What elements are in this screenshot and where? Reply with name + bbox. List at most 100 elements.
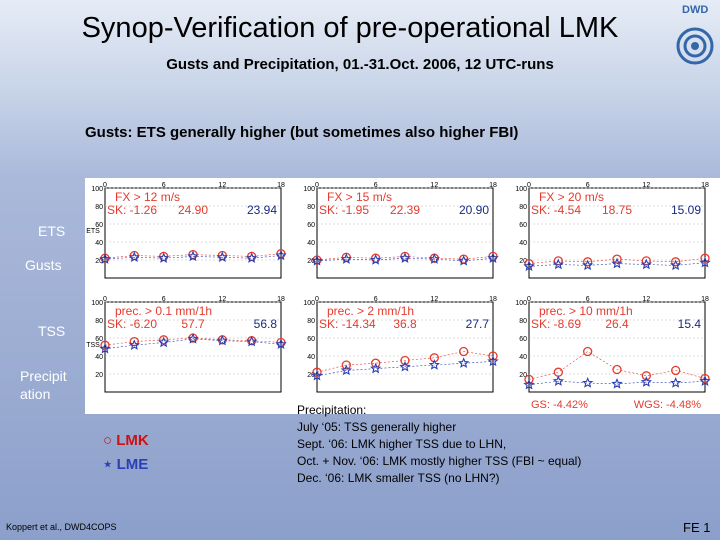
point-lme (399, 252, 411, 263)
point-lme (487, 355, 499, 367)
x-tick-label: 6 (586, 182, 590, 189)
panel-skill: SK: -4.54 (531, 203, 581, 217)
point-lmk (100, 340, 110, 350)
point-lmk (583, 346, 593, 357)
chart-panel: 100 80 60 40 20 0 6 12 18 FX > 20 m/sSK: -4.54 18.… (509, 180, 717, 294)
x-tick-label: 0 (315, 296, 319, 303)
point-lme (399, 360, 411, 372)
y-tick-label: 20 (95, 258, 103, 265)
legend-lmk: ○ LMK (103, 432, 149, 449)
headline-band (0, 86, 720, 178)
series-lmk-line (104, 253, 282, 259)
point-lme (311, 254, 323, 266)
x-tick-label: 0 (103, 296, 107, 303)
y-tick-label: 60 (95, 336, 103, 343)
y-tick-label: 80 (519, 318, 527, 325)
notes-line: Oct. + Nov. ‘06: LMK mostly higher TSS (… (297, 454, 582, 468)
point-lme (458, 357, 470, 368)
x-tick-label: 12 (218, 296, 226, 303)
x-tick-label: 18 (277, 296, 285, 303)
point-lme (552, 375, 564, 386)
point-lme (128, 251, 140, 263)
panel-value-lme: 15.4 (678, 317, 702, 331)
panel-value-lmk: 24.90 (178, 203, 208, 217)
series-lmk-line (316, 256, 494, 261)
series-lmk-line (316, 351, 494, 373)
point-lmk (400, 355, 410, 366)
y-tick-label: 60 (307, 222, 315, 229)
point-lme (275, 338, 287, 350)
logo-text: DWD (682, 4, 709, 16)
y-axis-label: ETS (86, 228, 100, 235)
y-tick-label: 20 (519, 258, 527, 265)
x-tick-label: 0 (527, 182, 531, 189)
series-lme-line (316, 257, 494, 262)
point-lme (640, 376, 652, 387)
point-lmk (524, 374, 534, 385)
panel-title: prec. > 10 mm/1h (539, 304, 633, 318)
panel-value-lmk: 26.4 (605, 317, 629, 331)
point-lmk (641, 256, 651, 266)
x-tick-label: 12 (430, 182, 438, 189)
chart-panel-bg (85, 294, 293, 408)
headline: Gusts: ETS generally higher (but sometim… (85, 124, 519, 141)
point-lmk (700, 373, 710, 384)
panel-value-lmk: 57.7 (181, 317, 205, 331)
legend-lme-label: LME (116, 456, 149, 473)
chart-panel-bg (297, 294, 505, 408)
point-lme (99, 342, 111, 354)
point-lme (552, 258, 564, 270)
point-lmk (488, 351, 498, 361)
point-lme (487, 252, 499, 263)
panel-title: FX > 20 m/s (539, 190, 604, 204)
panel-title: FX > 12 m/s (115, 190, 180, 204)
point-lme (611, 257, 623, 269)
panel-value-lme: 15.09 (671, 203, 701, 217)
y-tick-label: 100 (515, 300, 527, 307)
dwd-swirl-icon (676, 27, 714, 65)
x-tick-label: 6 (374, 296, 378, 303)
x-tick-label: 12 (218, 182, 226, 189)
notes-line: Dec. ‘06: LMK smaller TSS (no LHN?) (297, 471, 500, 485)
y-axis-label: TSS (86, 342, 100, 349)
point-lme (128, 339, 140, 350)
chart-panel-bg (509, 294, 717, 408)
y-tick-label: 100 (303, 186, 315, 193)
panel-skill: SK: -14.34 (319, 317, 376, 331)
notes-line: July ‘05: TSS generally higher (297, 420, 457, 434)
y-tick-label: 100 (515, 186, 527, 193)
y-tick-label: 80 (95, 204, 103, 211)
point-lme (275, 249, 287, 261)
point-lme (311, 369, 323, 381)
chart-panel: 100 80 60 40 20 0 6 12 18 TSS prec. > 0.1 mm/1hSK:… (85, 294, 293, 408)
y-tick-label: 60 (95, 222, 103, 229)
point-lme (370, 362, 382, 374)
y-tick-label: 20 (307, 258, 315, 265)
point-lme (370, 254, 382, 265)
series-lme-line (528, 380, 706, 386)
chart-panel-bg (509, 180, 717, 294)
point-lmk (641, 371, 651, 381)
point-lme (611, 377, 623, 389)
panel-gs: GS: -4.42% (531, 399, 588, 411)
point-lme (523, 378, 535, 390)
x-tick-label: 6 (162, 182, 166, 189)
side-label-gusts: Gusts (25, 257, 62, 273)
chart-panel: 100 80 60 40 20 0 6 12 18 FX > 15 m/sSK: -1.95 22.… (297, 180, 505, 294)
panel-skill: SK: -1.26 (107, 203, 157, 217)
panel-value-lme: 56.8 (254, 317, 278, 331)
point-lme (216, 334, 228, 346)
side-label-precip-1: Precipit (20, 368, 67, 384)
side-label-precip-2: ation (20, 386, 51, 402)
panel-title: prec. > 2 mm/1h (327, 304, 414, 318)
panel-value-lmk: 18.75 (602, 203, 632, 217)
series-lmk-line (528, 351, 706, 380)
y-tick-label: 80 (95, 318, 103, 325)
point-lme (428, 359, 440, 370)
legend-lmk-label: LMK (116, 432, 149, 449)
y-tick-label: 60 (307, 336, 315, 343)
point-lmk (553, 256, 563, 266)
series-lme-line (528, 262, 706, 267)
